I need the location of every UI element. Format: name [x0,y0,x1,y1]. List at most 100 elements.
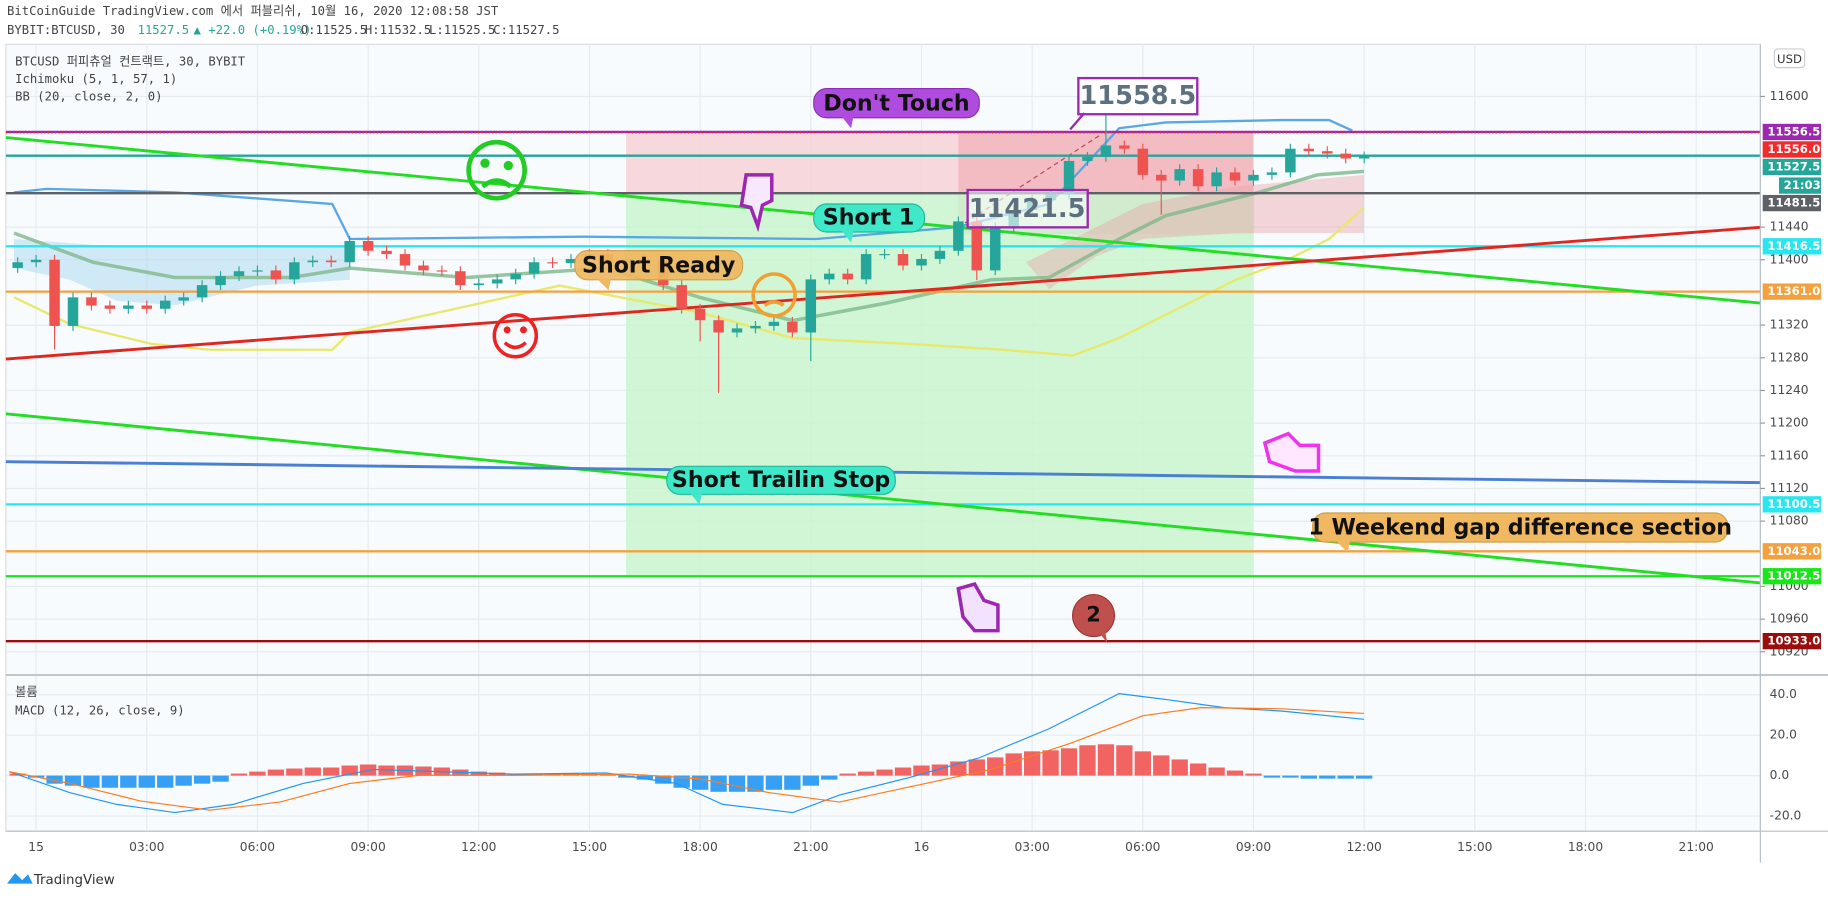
macd-bar [1153,755,1170,776]
candle-body [990,227,1001,271]
candle-body [787,321,798,333]
price-tag [1762,632,1821,650]
callout [1312,512,1729,543]
macd-bar [710,775,727,792]
header-symbol: BYBIT:BTCUSD, 30 [7,23,125,37]
y-tick-label: 11120 [1770,481,1809,495]
header-ohlc: L:11525.5 [429,23,495,37]
candle-body [731,328,743,333]
macd-bar [1263,775,1281,778]
candle-body [694,308,706,321]
candle-body [325,260,337,263]
candle-body [934,250,946,259]
y-tick-label: 10960 [1770,612,1809,626]
candle-body [1266,172,1278,175]
callout-tail [1100,631,1108,644]
candle-body [1322,151,1333,154]
candle-body [713,320,724,333]
y-tick-label: 11320 [1770,318,1809,332]
candle-body [418,265,429,271]
macd-bar [1245,773,1262,776]
price-note [966,188,1089,229]
x-tick-label: 09:00 [1236,840,1271,854]
trend-line [5,412,1761,585]
macd-bar [1189,763,1207,776]
macd-bar [857,771,875,776]
price-tag [1762,283,1821,300]
candle-body [879,254,890,256]
macd-bar [765,775,783,790]
price-tag-label: 11361.0 [1767,284,1820,298]
candle-body [307,260,319,263]
price-tag [1762,123,1821,141]
currency-box [1773,48,1806,69]
candle-body [971,221,983,271]
y-tick-label: 11280 [1770,350,1809,364]
macd-bar [1282,775,1299,778]
candle-body [510,273,521,280]
candle-body [436,270,448,272]
y-tick-label: 11160 [1770,448,1809,462]
macd-bar [378,765,395,776]
macd-bar [599,774,617,776]
callout-tail [1336,540,1351,553]
candle-body [750,325,761,329]
y-tick-label: 40.0 [1770,687,1797,701]
macd-line [9,693,1365,814]
header-ohlc: H:11532.5 [365,23,431,37]
macd-bar [286,768,303,776]
signal-line [9,707,1365,811]
legend-indicator: BB (20, close, 2, 0) [15,89,162,103]
candle-body [547,262,558,264]
callout-tail [841,230,854,243]
annotation: 2 [1086,603,1101,627]
candle-body [1211,172,1222,187]
countdown: 21:03 [1784,178,1821,192]
price-tag [1762,194,1821,212]
price-tag [1762,543,1821,560]
candle-body [1303,148,1315,152]
candle-body [842,273,853,280]
macd-bar [618,775,635,778]
macd-bar [876,769,893,776]
price-tag [1762,158,1821,176]
y-tick-label: 0.0 [1770,768,1789,782]
macd-bar [931,764,949,776]
macd-bar [894,767,912,776]
y-tick-label: 11440 [1770,220,1809,234]
price-note [1077,76,1199,116]
macd-bar [193,775,211,784]
macd-bar [1005,753,1022,776]
macd-bar [1116,745,1133,776]
candle-body [1285,148,1296,173]
macd-bar [784,775,801,790]
price-tag-label: 11481.5 [1767,196,1820,210]
header-change: ▲ +22.0 (+0.19%) [194,23,312,37]
macd-bar [1300,775,1317,779]
annotation: 11558.5 [1079,81,1196,111]
macd-bar [1023,751,1041,776]
x-tick-label: 03:00 [129,840,164,854]
macd-bar [802,775,819,786]
candle-body [953,221,964,251]
callout [1071,593,1116,638]
candle-body [1082,156,1093,161]
macd-bar [138,775,155,788]
price-lines [5,130,1761,643]
currency: USD [1777,52,1802,66]
logo [7,873,33,884]
x-tick-label: 15 [28,840,44,854]
candle-body [491,279,503,284]
candles [12,80,1370,393]
macd-bar [655,775,672,784]
macd-bar [249,771,266,776]
header-ohlc: O:11525.5 [301,23,367,37]
annotation: Short Trailin Stop [672,467,890,493]
macd-bar [1042,750,1059,776]
x-tick-label: 18:00 [682,840,717,854]
y-tick-label: -20.0 [1770,809,1802,823]
candle-body [1358,155,1370,159]
macd-bar [913,765,930,776]
callout [813,203,926,233]
